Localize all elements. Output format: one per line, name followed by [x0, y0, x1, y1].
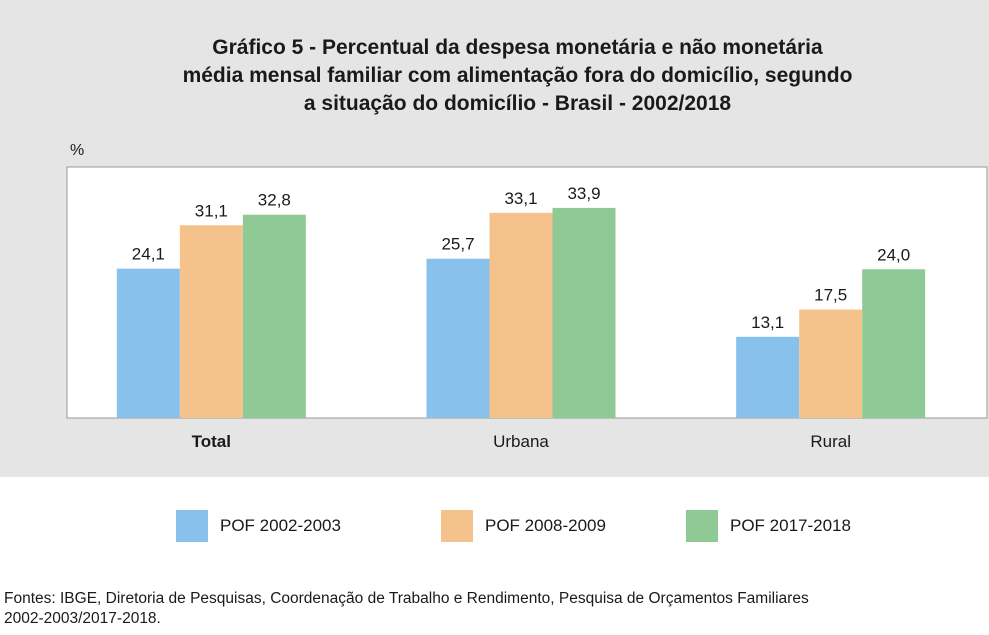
legend-swatch	[176, 510, 208, 542]
legend-label: POF 2002-2003	[220, 516, 341, 535]
bar	[862, 269, 926, 418]
legend-label: POF 2017-2018	[730, 516, 851, 535]
legend-item: POF 2017-2018	[686, 510, 851, 542]
bar-chart: 24,1 31,1 32,8 Total 25,7 33,1 33,9 Urbana 13,1 1…	[66, 166, 988, 451]
bar	[179, 225, 243, 418]
source-line-1: Fontes: IBGE, Diretoria de Pesquisas, Co…	[4, 590, 809, 607]
legend-item: POF 2008-2009	[441, 510, 606, 542]
x-tick-label: Total	[192, 432, 231, 451]
chart-title: Gráfico 5 - Percentual da despesa monetá…	[60, 34, 975, 118]
bar-value-label: 24,1	[132, 245, 165, 264]
chart-legend: POF 2002-2003 POF 2008-2009 POF 2017-2018	[0, 510, 989, 542]
legend-item: POF 2002-2003	[176, 510, 341, 542]
bar-value-label: 31,1	[195, 201, 228, 220]
bar	[799, 309, 863, 418]
x-tick-label: Urbana	[493, 432, 549, 451]
bar	[426, 258, 490, 418]
bar-value-label: 25,7	[441, 235, 474, 254]
bar	[552, 207, 616, 418]
bar-value-label: 17,5	[814, 286, 847, 305]
source-line-2: 2002-2003/2017-2018.	[4, 610, 161, 627]
bar	[242, 214, 306, 418]
legend-swatch	[686, 510, 718, 542]
chart-title-line-1: Gráfico 5 - Percentual da despesa monetá…	[212, 36, 823, 59]
legend-label: POF 2008-2009	[485, 516, 606, 535]
bar-value-label: 33,1	[504, 189, 537, 208]
bar-value-label: 13,1	[751, 313, 784, 332]
x-tick-label: Rural	[810, 432, 851, 451]
y-axis-unit-label: %	[70, 142, 85, 159]
bar	[489, 212, 553, 418]
bar	[736, 336, 800, 418]
chart-title-line-2: média mensal familiar com alimentação fo…	[182, 64, 853, 87]
bar-value-label: 33,9	[567, 184, 600, 203]
bar-value-label: 32,8	[258, 191, 291, 210]
legend-swatch	[441, 510, 473, 542]
bar-value-label: 24,0	[877, 245, 910, 264]
bar	[116, 268, 180, 418]
chart-title-line-3: a situação do domicílio - Brasil - 2002/…	[303, 92, 732, 115]
source-note: Fontes: IBGE, Diretoria de Pesquisas, Co…	[4, 589, 984, 629]
